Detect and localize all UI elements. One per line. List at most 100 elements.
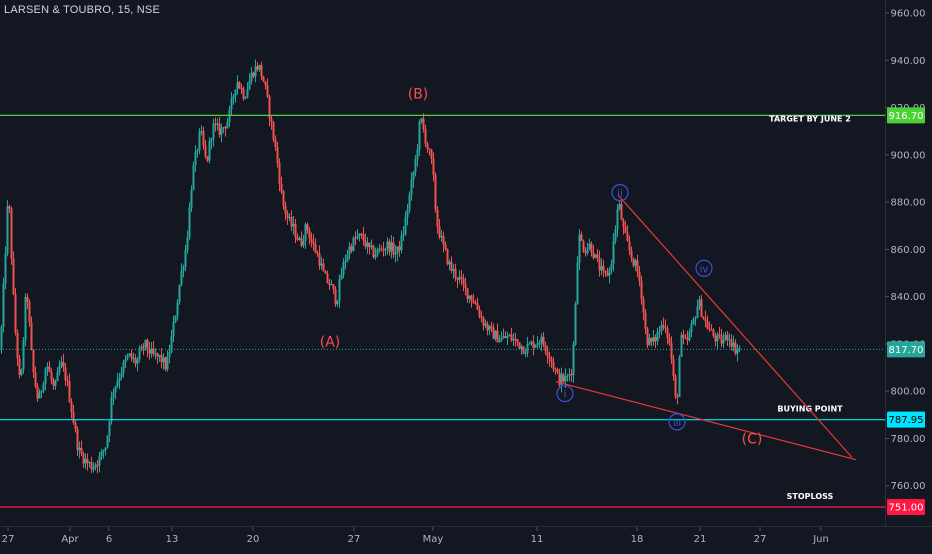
candle-body xyxy=(594,254,597,258)
candle-body xyxy=(496,330,499,343)
candle-body xyxy=(710,329,713,331)
candle-body xyxy=(620,204,623,220)
candle-body xyxy=(382,249,385,251)
candle-body xyxy=(82,453,85,464)
candle-body xyxy=(342,261,345,275)
candle-body xyxy=(42,383,45,391)
candle-body xyxy=(658,331,661,333)
candle-body xyxy=(92,467,95,470)
candle-body xyxy=(494,330,497,339)
candle-body xyxy=(266,85,269,97)
candle-body xyxy=(480,316,483,318)
target-price-tag xyxy=(887,107,925,124)
candle-body xyxy=(52,379,55,386)
candle-body xyxy=(436,209,439,227)
candle-body xyxy=(328,282,331,286)
candle-body xyxy=(250,72,253,82)
candle-body xyxy=(258,64,261,70)
candle-body xyxy=(204,145,207,157)
candle-body xyxy=(70,401,73,412)
candle-body xyxy=(218,123,221,135)
candle-body xyxy=(584,251,587,254)
buying-point-text: BUYING POINT xyxy=(777,405,843,414)
candle-body xyxy=(202,131,205,146)
candle-body xyxy=(324,271,327,274)
candle-body xyxy=(156,353,159,357)
candle-body xyxy=(366,242,369,247)
buying-point-price-tag xyxy=(887,411,925,428)
candle-body xyxy=(718,334,721,336)
candle-body xyxy=(374,255,377,258)
candle-body xyxy=(590,243,593,253)
candle-body xyxy=(76,428,79,451)
upper-wedge-line xyxy=(617,194,853,458)
candle-body xyxy=(112,392,115,398)
candle-body xyxy=(588,243,591,249)
candle-body xyxy=(332,284,335,290)
candle-body xyxy=(242,88,245,99)
candle-body xyxy=(616,208,619,230)
candle-body xyxy=(272,121,275,140)
candle-body xyxy=(10,208,13,259)
price-tick-label: 940.00 xyxy=(891,56,926,67)
candle-body xyxy=(542,336,545,346)
candle-body xyxy=(372,245,375,258)
candle-body xyxy=(264,81,267,86)
candle-body xyxy=(410,179,413,195)
candle-body xyxy=(672,358,675,376)
candle-body xyxy=(534,344,537,348)
price-tick-label: 880.00 xyxy=(891,198,926,209)
candle-body xyxy=(136,359,139,364)
candle-body xyxy=(94,464,97,468)
candle-body xyxy=(336,300,339,305)
candle-body xyxy=(636,260,639,273)
candle-body xyxy=(734,342,737,354)
wave-label-i-ring xyxy=(556,384,574,403)
time-tick-label: 13 xyxy=(166,534,179,545)
candle-body xyxy=(720,335,723,344)
candle-body xyxy=(632,257,635,266)
candle-body xyxy=(108,421,111,436)
candle-body xyxy=(516,339,519,343)
candle-body xyxy=(158,354,161,357)
candle-body xyxy=(84,458,87,464)
candle-body xyxy=(736,349,739,354)
candle-body xyxy=(176,302,179,317)
candle-body xyxy=(232,95,235,99)
candle-body xyxy=(380,248,383,250)
candle-body xyxy=(460,276,463,279)
candle-body xyxy=(518,342,521,349)
candle-body xyxy=(580,234,583,241)
candle-body xyxy=(456,277,459,280)
candle-body xyxy=(192,165,195,191)
candle-body xyxy=(114,386,117,393)
candle-body xyxy=(66,380,69,382)
candle-body xyxy=(560,374,563,385)
price-tags-layer: 916.70 817.70 787.95 751.00 xyxy=(887,107,925,515)
candle-body xyxy=(634,260,637,266)
candle-body xyxy=(444,244,447,249)
candle-body xyxy=(384,248,387,251)
time-axis[interactable]: 27 Apr 6 13 20 27 May 11 18 21 27 Jun xyxy=(2,527,829,545)
candle-body xyxy=(552,361,555,370)
candle-body xyxy=(284,205,287,214)
time-tick-label: 18 xyxy=(631,534,644,545)
candle-body xyxy=(2,283,5,328)
candle-body xyxy=(510,334,513,341)
candle-body xyxy=(238,82,241,89)
candle-body xyxy=(186,237,189,251)
candle-body xyxy=(154,353,157,355)
candle-body xyxy=(700,299,703,317)
wave-label-ii: ii xyxy=(617,189,623,200)
candle-body xyxy=(4,253,7,284)
candle-body xyxy=(586,248,589,254)
candle-body xyxy=(262,76,265,82)
candle-body xyxy=(174,316,177,323)
candle-body xyxy=(354,237,357,239)
candle-body xyxy=(554,369,557,371)
candle-body xyxy=(498,340,501,343)
candle-body xyxy=(668,337,671,344)
current-price-price-tag xyxy=(887,341,925,358)
